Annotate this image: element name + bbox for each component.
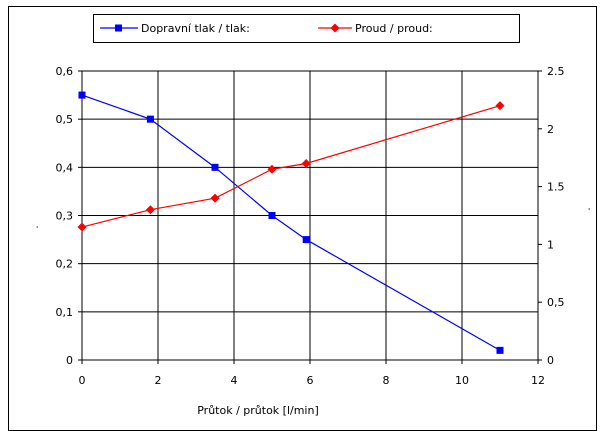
legend-box bbox=[93, 14, 520, 43]
data-point-pressure bbox=[211, 163, 219, 171]
legend-label-pressure: Dopravní tlak / tlak: bbox=[141, 22, 250, 35]
x-axis-title: Průtok / průtok [l/min] bbox=[197, 404, 319, 417]
data-point-current bbox=[210, 193, 220, 203]
data-point-pressure bbox=[146, 115, 154, 123]
data-point-current bbox=[77, 222, 87, 232]
y-left-tick-label: 0,3 bbox=[56, 210, 74, 223]
y-right-tick-label: 2.5 bbox=[547, 65, 565, 78]
data-point-pressure bbox=[496, 346, 504, 354]
y-right-axis-title: ' bbox=[588, 207, 590, 216]
legend-label-current: Proud / proud: bbox=[355, 22, 433, 35]
x-tick-label: 8 bbox=[383, 374, 390, 387]
series bbox=[77, 91, 505, 354]
y-left-tick-label: 0,6 bbox=[56, 65, 74, 78]
data-point-current bbox=[495, 101, 505, 111]
y-right-tick-label: 0,5 bbox=[547, 296, 565, 309]
y-left-tick-label: 0,2 bbox=[56, 258, 74, 271]
data-point-pressure bbox=[78, 91, 86, 99]
x-tick-label: 6 bbox=[307, 374, 314, 387]
x-tick-label: 12 bbox=[531, 374, 545, 387]
data-point-current bbox=[145, 205, 155, 215]
y-left-tick-label: 0,4 bbox=[56, 161, 74, 174]
data-point-current bbox=[301, 158, 311, 168]
x-tick-label: 10 bbox=[455, 374, 469, 387]
x-tick-label: 2 bbox=[155, 374, 162, 387]
legend: Dopravní tlak / tlak: Proud / proud: bbox=[93, 14, 520, 43]
series-line-current bbox=[81, 105, 501, 228]
x-tick-label: 4 bbox=[231, 374, 238, 387]
x-tick-label: 0 bbox=[79, 374, 86, 387]
y-left-axis-title: ' bbox=[36, 225, 38, 234]
data-point-current bbox=[267, 164, 277, 174]
y-right-tick-label: 0 bbox=[547, 354, 554, 367]
legend-marker-current bbox=[330, 23, 340, 33]
y-right-tick-label: 1.5 bbox=[547, 181, 565, 194]
data-point-pressure bbox=[302, 236, 310, 244]
legend-marker-pressure bbox=[115, 24, 122, 32]
y-right-tick-label: 2 bbox=[547, 123, 554, 136]
y-left-tick-label: 0,1 bbox=[56, 306, 74, 319]
series-line-pressure bbox=[81, 94, 501, 351]
y-left-tick-label: 0 bbox=[66, 354, 73, 367]
y-left-tick-label: 0,5 bbox=[56, 113, 74, 126]
data-point-pressure bbox=[268, 212, 276, 219]
grid bbox=[81, 70, 539, 361]
y-right-tick-label: 1 bbox=[547, 238, 554, 251]
